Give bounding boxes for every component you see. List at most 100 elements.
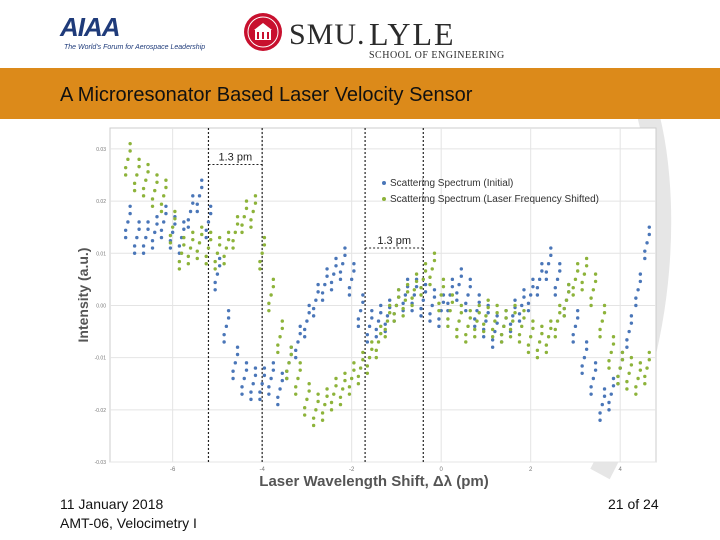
annotation-layer: 1.3 pm 1.3 pm (208, 152, 424, 249)
data-point (432, 288, 437, 292)
data-point (276, 395, 280, 399)
data-point (379, 311, 383, 315)
data-point (388, 303, 392, 308)
y-axis-label: Intensity (a.u.) (75, 248, 91, 343)
data-point (164, 178, 168, 182)
data-point (490, 338, 495, 342)
data-point (240, 223, 244, 227)
data-point (571, 285, 575, 290)
legend-marker (382, 181, 386, 185)
data-point (490, 327, 495, 332)
data-point (334, 384, 338, 388)
data-point (349, 277, 354, 282)
data-point (278, 335, 282, 339)
data-point (311, 416, 316, 420)
data-point (177, 244, 182, 248)
data-point (146, 220, 150, 224)
data-point (430, 267, 434, 271)
data-point (522, 308, 526, 313)
data-point (412, 293, 417, 297)
data-point (383, 322, 387, 326)
data-point (580, 280, 584, 285)
data-point (305, 397, 309, 402)
data-point (643, 374, 647, 379)
data-point (314, 408, 318, 412)
data-point (159, 235, 164, 240)
data-point (520, 303, 524, 308)
data-point (206, 220, 211, 224)
data-point (137, 220, 141, 224)
data-point (325, 394, 329, 398)
data-point (329, 280, 334, 285)
data-point (562, 314, 566, 318)
data-point (262, 235, 267, 240)
data-point (204, 254, 208, 259)
data-point (383, 327, 387, 332)
data-point (200, 178, 204, 182)
data-point (602, 311, 607, 315)
x-tick-label: 0 (440, 467, 444, 473)
data-point (643, 256, 647, 261)
y-tick-label: 0.00 (96, 303, 106, 309)
data-point (629, 363, 634, 367)
data-point (466, 324, 470, 329)
data-point (526, 301, 531, 306)
data-point (197, 241, 202, 245)
data-point (186, 218, 191, 222)
data-point (383, 335, 387, 339)
data-point (591, 288, 596, 292)
data-point (361, 350, 365, 355)
data-point (123, 173, 128, 177)
data-point (132, 251, 137, 255)
data-point (356, 317, 361, 321)
data-point (307, 389, 311, 393)
data-point (636, 288, 640, 292)
data-point (213, 280, 217, 285)
data-point (432, 258, 437, 263)
data-point (611, 335, 616, 339)
data-point (481, 335, 486, 339)
data-point (365, 332, 370, 337)
data-point (217, 264, 222, 268)
data-point (338, 270, 343, 274)
data-point (607, 359, 611, 363)
data-point (441, 277, 446, 282)
footer-course: AMT-06, Velocimetry I (60, 515, 197, 531)
data-point (607, 400, 611, 405)
data-point (522, 288, 526, 292)
data-point (513, 298, 517, 302)
data-point (338, 395, 343, 399)
data-point (231, 376, 235, 381)
data-point (540, 261, 544, 266)
data-point (276, 350, 280, 355)
data-point (267, 308, 271, 313)
data-point (162, 194, 166, 198)
data-point (244, 199, 249, 203)
data-point (495, 311, 499, 315)
data-point (191, 194, 195, 198)
data-point (499, 340, 504, 344)
data-point (168, 233, 173, 238)
data-point (240, 230, 244, 235)
data-point (582, 272, 587, 276)
data-point (159, 202, 164, 206)
data-point (217, 235, 222, 240)
data-point (517, 312, 522, 316)
data-point (195, 249, 199, 253)
data-point (401, 314, 405, 318)
tick-layer: -6 -4 -2 0 2 4 0.03 0.02 0.01 0.00 -0.01 -0.02 -0.03 (95, 147, 623, 473)
data-point (358, 308, 363, 313)
data-point (634, 303, 638, 308)
data-point (356, 382, 361, 386)
data-point (231, 239, 235, 243)
data-point (222, 332, 226, 337)
data-point (571, 340, 575, 344)
data-point (414, 279, 419, 284)
data-point (302, 413, 307, 417)
data-point (135, 173, 139, 177)
data-point (208, 204, 213, 208)
data-point (195, 202, 199, 206)
data-point (305, 319, 309, 323)
data-point (244, 206, 249, 211)
data-point (379, 324, 383, 329)
